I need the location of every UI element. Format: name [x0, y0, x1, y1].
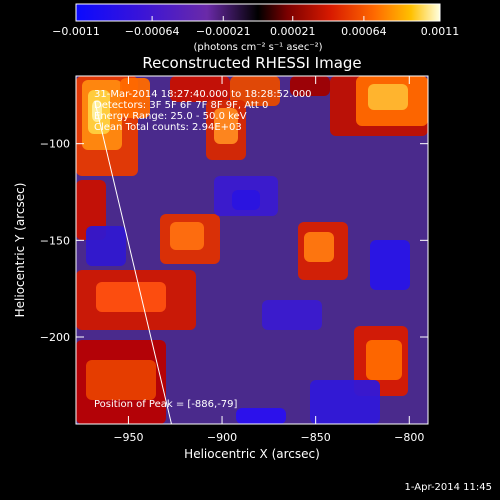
timestamp: 1-Apr-2014 11:45: [404, 482, 492, 493]
x-axis-title: Heliocentric X (arcsec): [184, 447, 320, 461]
heatmap-region: [366, 340, 402, 380]
colorbar-tick-label: −0.0011: [52, 25, 100, 38]
annotation-detectors: Detectors: 3F 5F 6F 7F 8F 9F, Att 0: [94, 100, 268, 111]
heatmap-region: [304, 232, 334, 262]
chart-title: Reconstructed RHESSI Image: [142, 54, 361, 72]
annotation-energy-range: Energy Range: 25.0 - 50.0 keV: [94, 111, 247, 122]
colorbar-tick-label: 0.00021: [270, 25, 316, 38]
annotation-clean-counts: Clean Total counts: 2.94E+03: [94, 122, 242, 133]
heatmap-region: [370, 240, 410, 290]
colorbar-frame: [75, 3, 441, 22]
heatmap-region: [120, 78, 150, 118]
heatmap-region: [232, 190, 260, 210]
axis-ticks: −950 −900 −850 −800 −100 −150 −200: [40, 76, 428, 444]
heatmap-region: [96, 282, 166, 312]
solar-limb-line: [94, 101, 172, 424]
y-axis-title: Heliocentric Y (arcsec): [13, 183, 27, 318]
heatmap-region: [214, 108, 238, 144]
plot-frame: [75, 75, 429, 425]
heatmap-image: [76, 76, 428, 424]
heatmap-region: [230, 76, 280, 106]
heatmap-region: [86, 360, 156, 400]
heatmap-region: [170, 76, 230, 102]
heatmap-region: [290, 76, 330, 96]
colorbar-tick-label: 0.00064: [341, 25, 387, 38]
y-tick-label: −200: [40, 331, 70, 344]
heatmap-region: [86, 226, 126, 266]
x-tick-label: −900: [207, 431, 237, 444]
heatmap-region: [368, 84, 408, 110]
colorbar-tick-label: −0.00021: [196, 25, 251, 38]
colorbar-tick-label: −0.00064: [125, 25, 180, 38]
heatmap-region: [262, 300, 322, 330]
colorbar-ticks: −0.0011 −0.00064 −0.00021 0.00021 0.00064 0.0…: [52, 16, 459, 38]
y-tick-label: −150: [40, 234, 70, 247]
x-tick-label: −800: [394, 431, 424, 444]
annotation-time-range: 31-Mar-2014 18:27:40.000 to 18:28:52.000: [94, 89, 312, 100]
x-tick-label: −850: [301, 431, 331, 444]
y-tick-label: −100: [40, 138, 70, 151]
colorbar: [76, 4, 440, 21]
annotation-peak-position: Position of Peak = [-886,-79]: [94, 399, 238, 410]
x-tick-label: −950: [113, 431, 143, 444]
heatmap-region: [170, 222, 204, 250]
heatmap-region: [236, 408, 286, 424]
colorbar-unit-label: (photons cm⁻² s⁻¹ asec⁻²): [193, 42, 322, 53]
heatmap-region: [76, 180, 106, 240]
colorbar-tick-label: 0.0011: [421, 25, 460, 38]
heatmap-region: [310, 380, 380, 424]
